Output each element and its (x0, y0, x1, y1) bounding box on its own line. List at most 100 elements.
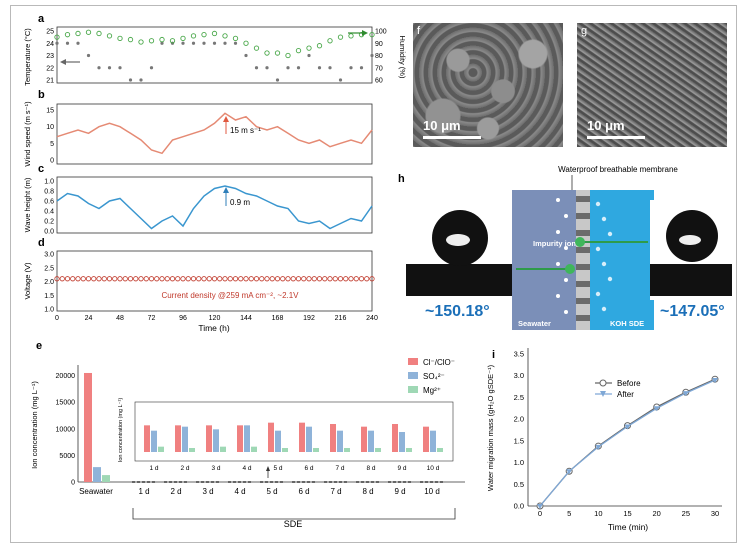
panel-h-schematic: h Waterproof breathable membrane Impurit… (398, 165, 732, 330)
legend-after-marker (600, 391, 606, 397)
membrane-pore (576, 315, 590, 321)
inset-bar (282, 448, 288, 452)
panel-i-xtick: 20 (652, 509, 660, 518)
panel-a-ylabel-left: Temperature (°C) (23, 28, 32, 86)
inset-bar (375, 448, 381, 452)
humidity-point (337, 34, 344, 40)
membrane-pore (576, 230, 590, 236)
inset-bar (344, 448, 350, 452)
temperature-point (244, 53, 248, 58)
temperature-point (160, 41, 164, 45)
humidity-point (222, 33, 228, 39)
humidity-tick: 90 (375, 41, 383, 48)
panel-b-axes (56, 103, 373, 165)
membrane-pore (576, 196, 590, 202)
scale-bar-f (423, 136, 481, 139)
temperature-tick: 22 (46, 65, 54, 72)
wave-tick: 0.2 (44, 219, 54, 226)
temperature-point (233, 41, 238, 45)
panel-d-ylabel: Voltage (V) (23, 262, 32, 300)
inset-category: 9 d (397, 465, 406, 472)
ion-tick: 10000 (56, 426, 76, 433)
humidity-point (316, 43, 323, 49)
humidity-point (54, 34, 60, 40)
inset-bar (275, 430, 281, 452)
inset-bar (158, 446, 164, 452)
humidity-point (85, 29, 92, 35)
humidity-point (180, 35, 186, 41)
temperature-point (118, 66, 122, 70)
voltage-point (148, 276, 155, 282)
after-point (653, 406, 660, 412)
droplet-left-highlight (446, 234, 470, 246)
voltage-point (295, 276, 302, 282)
humidity-tick: 80 (375, 53, 383, 60)
legend-so4: SO₄²⁻ (423, 372, 445, 381)
koh-sde-region (590, 190, 654, 330)
humidity-tick: 70 (375, 65, 383, 72)
humidity-point (201, 32, 207, 38)
scale-bar-f-label: 10 μm (423, 118, 461, 133)
voltage-point (159, 276, 165, 282)
voltage-point (117, 276, 123, 282)
panel-i-xtick: 0 (538, 509, 542, 518)
voltage-point (306, 276, 312, 282)
connector-right-node (575, 237, 585, 247)
voltage-point (327, 276, 333, 282)
time-tick: 144 (240, 315, 252, 322)
temperature-point (181, 41, 185, 45)
seawater-bar-0 (84, 372, 92, 482)
voltage-point (91, 276, 97, 282)
inset-category: 1 d (149, 465, 158, 472)
voltage-point (64, 276, 71, 282)
temperature-point (212, 41, 217, 45)
panel-i-xtick: 30 (711, 509, 719, 518)
wind-tick: 5 (50, 141, 54, 148)
temperature-point (317, 66, 322, 70)
seawater-bar-1 (93, 467, 101, 482)
inset-bar (213, 429, 219, 452)
voltage-point (332, 276, 338, 282)
humidity-point (127, 36, 134, 43)
humidity-point (285, 52, 291, 59)
panel-c-ticks: 1.0 0.8 0.6 0.4 0.2 0.0 (44, 179, 54, 236)
category-day: 5 d (266, 487, 277, 496)
voltage-point (301, 276, 307, 282)
droplet-surface-left (406, 264, 516, 296)
voltage-point (369, 276, 375, 282)
panel-i-ytick: 3.0 (514, 371, 524, 380)
voltage-point (154, 276, 160, 282)
legend-swatch-cl (408, 358, 418, 365)
voltage-point (127, 276, 134, 282)
panel-f-label: f (417, 25, 421, 37)
voltage-point (164, 276, 170, 282)
legend-swatch-so4 (408, 372, 418, 379)
wave-tick: 0.8 (44, 189, 54, 196)
panel-b-ylabel: Wind speed (m s⁻¹) (23, 101, 32, 167)
panel-i-ytick: 0.5 (514, 480, 524, 489)
inset-bar (175, 425, 181, 452)
voltage-point (358, 276, 365, 282)
inset-bar (361, 426, 367, 452)
voltage-point (80, 276, 86, 282)
humidity-point (232, 35, 239, 41)
time-axis-ticks: 0 24 48 72 96 120 144 168 192 216 240 (55, 315, 378, 322)
sde-bracket (132, 508, 456, 520)
panel-d-ticks: 3.0 2.5 2.0 1.5 1.0 (44, 252, 54, 314)
panel-i-xtick: 25 (682, 509, 690, 518)
humidity-point (75, 30, 81, 37)
panel-e-bars (84, 372, 110, 482)
humidity-point (274, 50, 281, 56)
voltage-tick: 3.0 (44, 252, 54, 259)
inset-bar (144, 425, 150, 452)
legend-before-marker (599, 379, 607, 387)
panel-i-xtick: 10 (594, 509, 602, 518)
humidity-point (253, 45, 260, 51)
figure-frame (10, 5, 737, 543)
wave-annotation: 0.9 m (230, 198, 250, 207)
temperature-point (338, 78, 343, 82)
impurity-ion (564, 278, 568, 282)
panel-c-label: c (38, 163, 44, 175)
water-molecule (595, 201, 601, 207)
inset-bar (268, 422, 274, 452)
